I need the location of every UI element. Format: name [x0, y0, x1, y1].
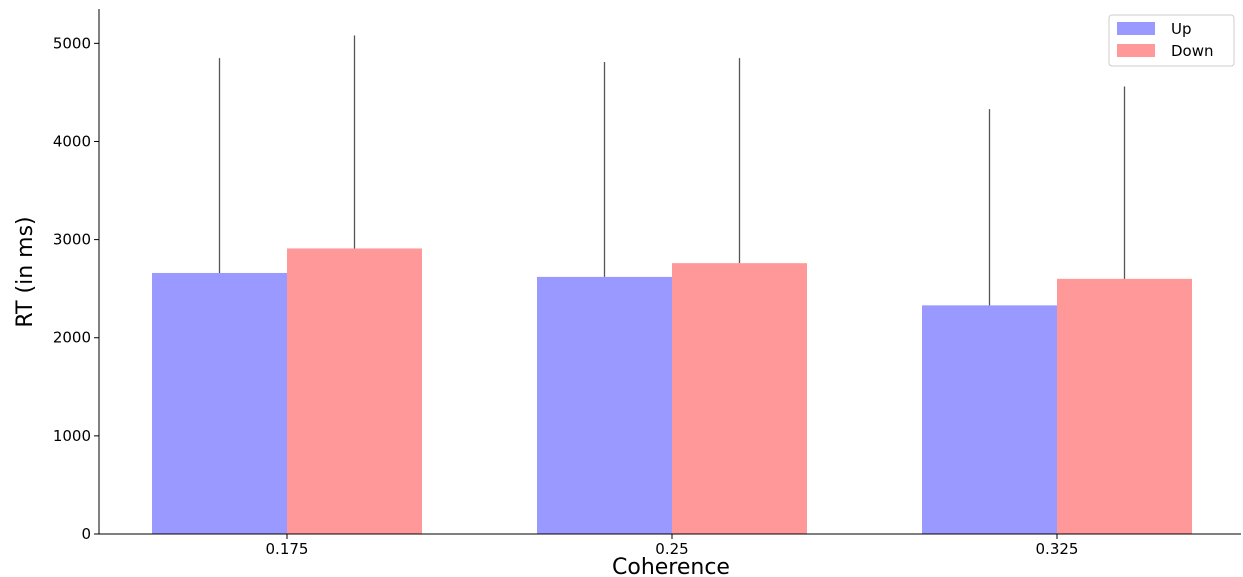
y-tick-label: 4000 [53, 132, 91, 150]
bar-up-0 [152, 272, 287, 534]
bar-up-2 [922, 305, 1057, 534]
bars-layer [152, 248, 1192, 534]
legend-swatch-up [1117, 22, 1155, 35]
bar-down-0 [287, 248, 422, 534]
bar-down-1 [672, 263, 807, 534]
y-tick-label: 5000 [53, 34, 91, 52]
legend-label-up: Up [1171, 20, 1192, 38]
bar-up-1 [537, 276, 672, 534]
legend-swatch-down [1117, 44, 1155, 57]
bar-down-2 [1057, 278, 1192, 534]
y-tick-label: 1000 [53, 427, 91, 445]
y-tick-label: 2000 [53, 329, 91, 347]
x-tick-label: 0.25 [655, 540, 688, 558]
legend: Up Down [1108, 14, 1235, 67]
y-tick-label: 0 [81, 525, 91, 543]
axes-layer [98, 9, 1241, 535]
legend-label-down: Down [1171, 42, 1214, 60]
error-bars-layer [218, 35, 1126, 306]
x-axis-label: Coherence [612, 555, 730, 577]
x-tick-label: 0.175 [266, 540, 309, 558]
y-tick-label: 3000 [53, 231, 91, 249]
x-tick-label: 0.325 [1036, 540, 1079, 558]
y-axis-label: RT (in ms) [13, 216, 38, 327]
ticks-layer: 0 1000 2000 3000 4000 5000 0.175 0.25 0.325 [53, 34, 1079, 558]
